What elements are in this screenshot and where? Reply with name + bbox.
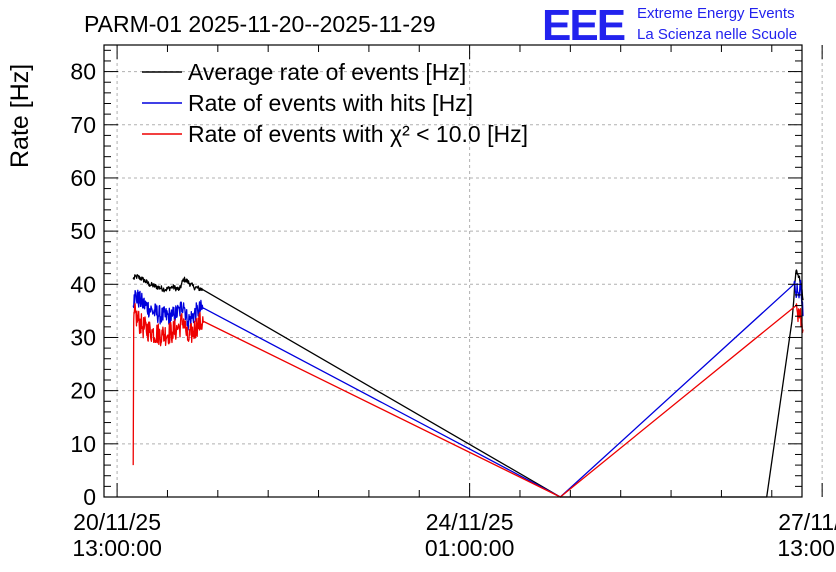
- chart-title: PARM-01 2025-11-20--2025-11-29: [84, 11, 436, 37]
- logo-line-1: Extreme Energy Events: [637, 5, 795, 22]
- series-line-1: [132, 269, 804, 498]
- x-tick-label-date: 20/11/25: [73, 509, 161, 535]
- x-tick-label-time: 13:00:00: [777, 535, 836, 561]
- logo-line-2: La Scienza nelle Scuole: [637, 26, 797, 43]
- x-tick-label-time: 01:00:00: [425, 535, 515, 561]
- legend-label-2: Rate of events with hits [Hz]: [188, 90, 473, 116]
- y-tick-label: 10: [70, 431, 96, 457]
- y-tick-label: 40: [70, 271, 96, 297]
- y-tick-label: 0: [83, 484, 96, 510]
- y-axis-label: Rate [Hz]: [6, 64, 34, 168]
- y-tick-label: 70: [70, 112, 96, 138]
- y-tick-label: 30: [70, 324, 96, 350]
- legend: Average rate of events [Hz] Rate of event…: [142, 59, 528, 147]
- x-tick-label-date: 27/11/25: [778, 509, 836, 535]
- y-tick-label: 60: [70, 165, 96, 191]
- series-line-2: [132, 279, 804, 498]
- series-line-3: [132, 303, 804, 498]
- y-tick-label: 80: [70, 59, 96, 85]
- y-tick-label: 20: [70, 378, 96, 404]
- plot-frame: [103, 44, 803, 498]
- legend-label-1: Average rate of events [Hz]: [188, 59, 466, 85]
- legend-label-3: Rate of events with χ² < 10.0 [Hz]: [188, 121, 528, 147]
- grid: [104, 45, 823, 497]
- y-tick-label: 50: [70, 218, 96, 244]
- axes: 0102030405060708020/11/2513:00:0024/11/2…: [70, 44, 836, 561]
- logo-mark: EEE: [542, 1, 625, 50]
- series-layer: [132, 269, 804, 498]
- eee-logo: EEE Extreme Energy Events La Scienza nel…: [542, 1, 797, 50]
- x-tick-label-date: 24/11/25: [426, 509, 514, 535]
- x-tick-label-time: 13:00:00: [72, 535, 162, 561]
